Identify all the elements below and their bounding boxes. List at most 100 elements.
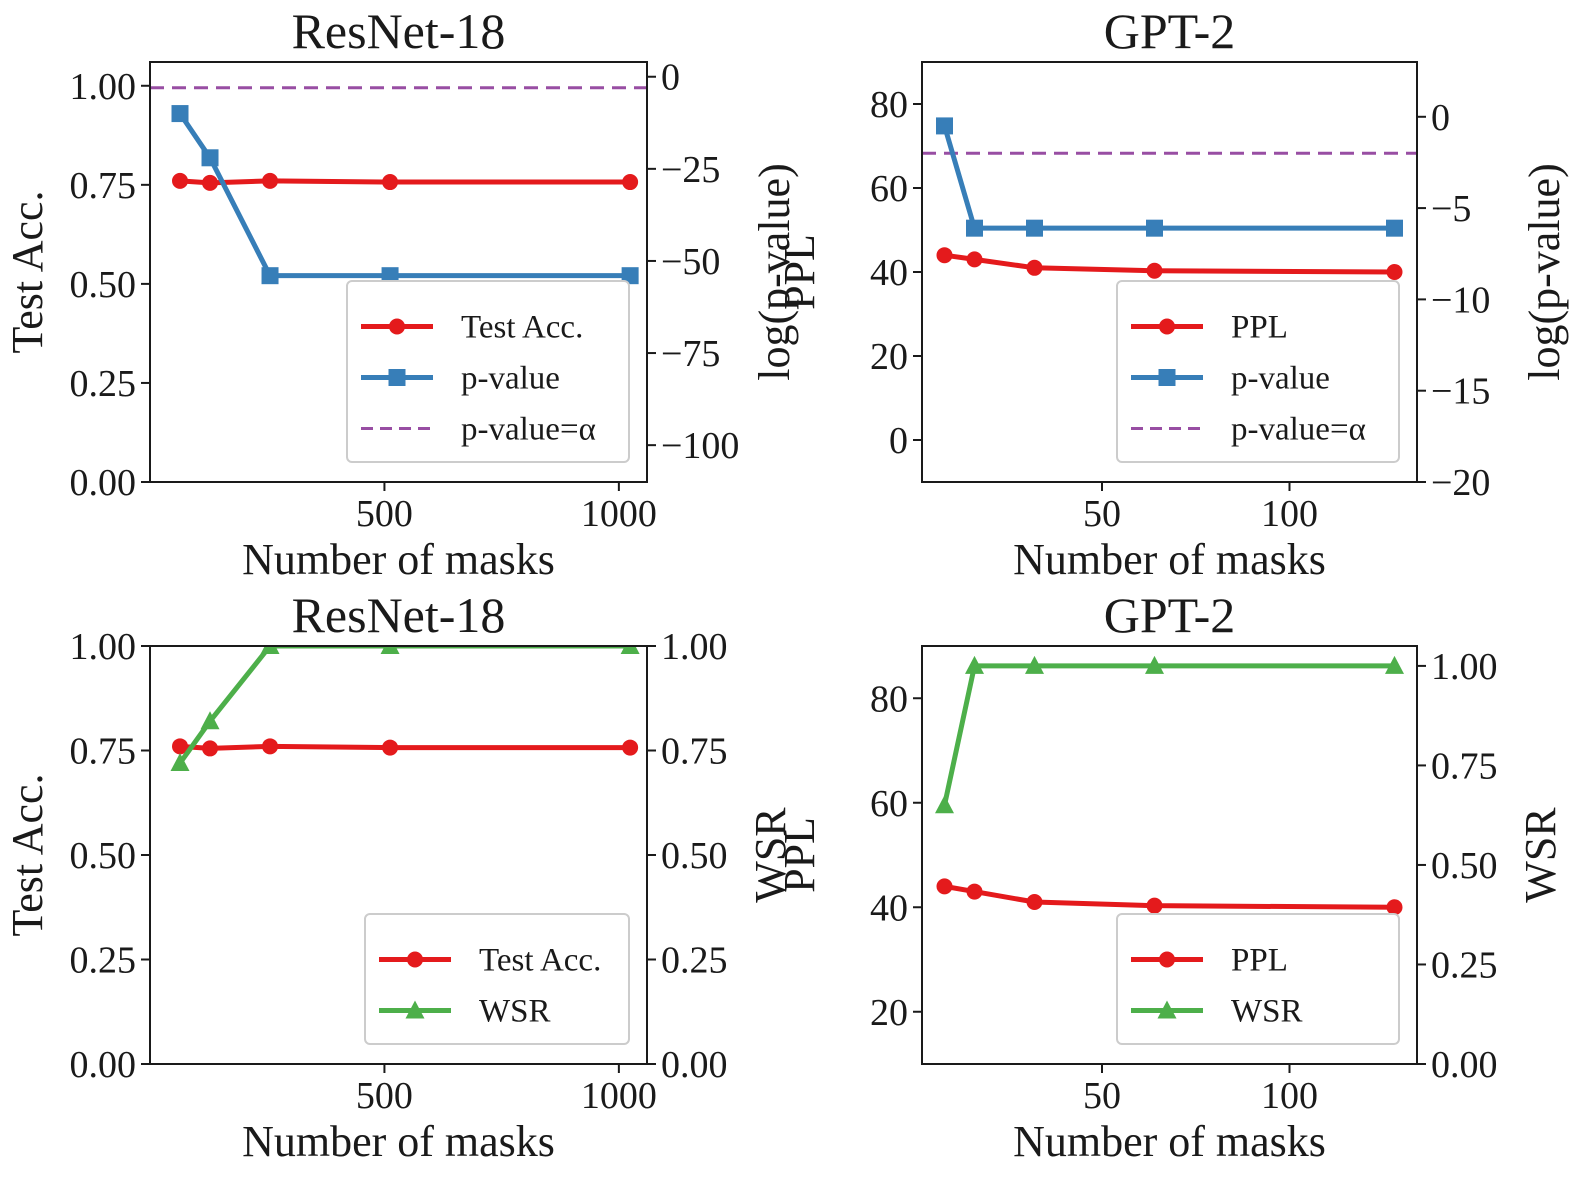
x-tick-label: 1000 (581, 493, 657, 535)
legend-marker (389, 318, 405, 335)
data-point (966, 219, 983, 237)
plot-frame (149, 61, 648, 483)
data-point (262, 172, 279, 189)
data-point (1385, 655, 1404, 674)
y-left-tick-label: 1.00 (70, 626, 137, 668)
y-right-tick-label: 0.00 (1431, 1044, 1498, 1086)
data-point (1026, 219, 1043, 237)
y-left-tick-label: 0.25 (70, 940, 137, 982)
data-point (1386, 899, 1403, 916)
data-point (261, 267, 279, 285)
data-point (381, 267, 399, 285)
series-line-ppl (944, 883, 1395, 910)
y-left-axis-label: Test Acc. (3, 773, 52, 936)
legend-marker (405, 1000, 425, 1019)
y-right-axis-label: log(p-value) (750, 163, 799, 380)
y-right-tick-label: 0.50 (661, 835, 728, 877)
series-line-wsr (942, 663, 1395, 806)
plot-area (170, 646, 640, 772)
data-point (620, 646, 640, 654)
y-left-tick-label: 0.00 (70, 1044, 137, 1086)
data-point (1145, 655, 1164, 674)
data-point (936, 247, 953, 264)
y-right-tick-label: −5 (1431, 188, 1471, 230)
data-point (936, 878, 953, 895)
y-left-tick-label: 80 (870, 678, 908, 720)
y-left-axis-label: Test Acc. (3, 190, 52, 353)
legend: Test Acc. WSR (364, 913, 630, 1045)
series-line-wsr (177, 646, 631, 765)
y-left-tick-label: 1.00 (70, 66, 137, 108)
data-point (262, 738, 279, 755)
legend-label: Test Acc. (479, 943, 601, 979)
legend-label: Test Acc. (461, 310, 583, 346)
x-tick-label: 500 (356, 493, 413, 535)
y-left-axis-label: PPL (775, 234, 824, 310)
data-point (260, 646, 280, 654)
panel-2: GPT-2 50 100 0 20 40 60 80 −20 −15 −10 −5 0 Number of… (775, 3, 1569, 584)
y-right-tick-label: 1.00 (661, 626, 728, 668)
data-point (1146, 897, 1163, 914)
data-point (621, 267, 639, 285)
data-point (936, 117, 953, 135)
data-point (201, 149, 219, 167)
legend-marker (388, 369, 406, 386)
data-point (1146, 262, 1163, 279)
legend-marker (1159, 951, 1175, 968)
y-right-tick-label: 1.00 (1431, 646, 1498, 688)
chart-title: GPT-2 (1104, 587, 1236, 643)
y-left-tick-label: 0.50 (70, 264, 137, 306)
plot-frame (149, 645, 648, 1065)
x-axis-label: Number of masks (1013, 535, 1326, 584)
y-right-tick-label: 0 (1431, 97, 1450, 139)
legend-label: WSR (1231, 994, 1303, 1030)
legend-marker (1157, 1000, 1177, 1019)
panel-4: GPT-2 50 100 20 40 60 80 0.00 0.25 0.50 0.75 1.00 Nu… (775, 587, 1565, 1166)
y-left-tick-label: 0 (889, 420, 908, 462)
data-point (382, 174, 399, 191)
y-left-tick-label: 0.50 (70, 835, 137, 877)
y-left-tick-label: 20 (870, 992, 908, 1034)
x-axis-label: Number of masks (1013, 1117, 1326, 1166)
y-right-tick-label: 0.75 (1431, 745, 1498, 787)
data-point (380, 646, 400, 654)
chart-title: GPT-2 (1104, 3, 1236, 59)
y-right-tick-label: 0.75 (661, 731, 728, 773)
x-tick-label: 500 (356, 1075, 413, 1117)
y-right-tick-label: 0.50 (1431, 845, 1498, 887)
data-point (966, 251, 983, 268)
data-point (202, 740, 219, 757)
data-point (172, 172, 189, 189)
legend-label: p-value=α (461, 412, 596, 448)
legend-marker (1159, 318, 1175, 335)
data-point (1386, 264, 1403, 280)
x-tick-label: 100 (1261, 493, 1318, 535)
data-point (170, 753, 190, 772)
plot-area (935, 655, 1404, 916)
y-right-axis-label: WSR (1516, 807, 1565, 903)
legend-label: p-value (1231, 361, 1330, 397)
data-point (1026, 894, 1043, 911)
data-point (965, 655, 984, 674)
data-point (172, 738, 189, 755)
y-right-tick-label: −25 (661, 149, 720, 191)
legend-label: p-value (461, 361, 560, 397)
data-point (200, 711, 220, 730)
y-right-tick-label: −15 (1431, 371, 1490, 413)
data-point (622, 739, 639, 756)
y-left-tick-label: 60 (870, 783, 908, 825)
chart-title: ResNet-18 (292, 3, 506, 59)
x-tick-label: 1000 (581, 1075, 657, 1117)
data-point (171, 105, 189, 123)
x-tick-label: 100 (1261, 1075, 1318, 1117)
legend-label: PPL (1231, 943, 1288, 979)
legend-marker (1158, 369, 1176, 386)
y-right-tick-label: −100 (661, 425, 739, 467)
legend-label: p-value=α (1231, 412, 1366, 448)
data-point (966, 883, 983, 900)
y-left-tick-label: 0.75 (70, 165, 137, 207)
series-line-test-acc- (179, 178, 631, 186)
y-right-tick-label: 0.25 (661, 940, 728, 982)
y-left-tick-label: 20 (870, 336, 908, 378)
